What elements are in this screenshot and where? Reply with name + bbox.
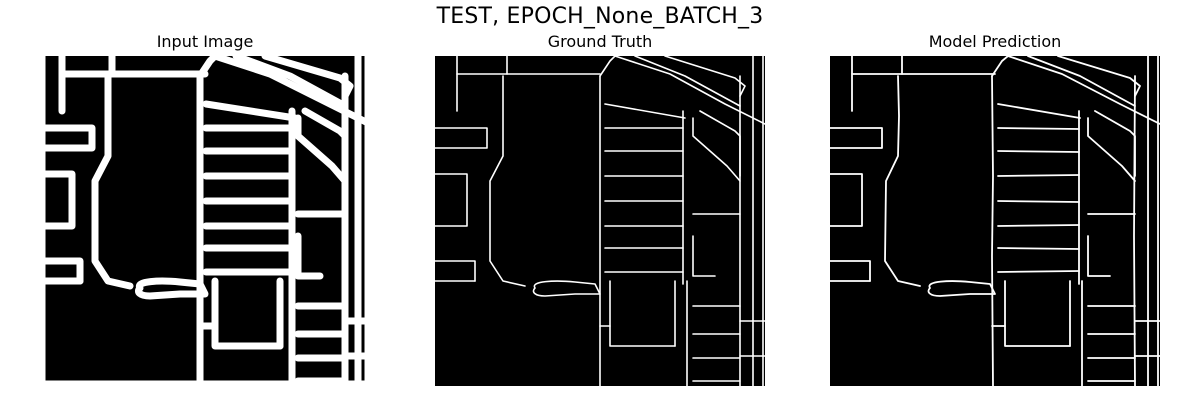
model-prediction-title: Model Prediction <box>928 32 1062 51</box>
ground-truth-image <box>435 56 765 386</box>
input-image-panel: Input Image <box>40 30 370 386</box>
model-prediction-panel: Model Prediction <box>830 30 1160 386</box>
figure-title: TEST, EPOCH_None_BATCH_3 <box>436 4 764 29</box>
ground-truth-panel: Ground Truth <box>435 30 765 386</box>
input-image <box>40 56 370 386</box>
ground-truth-title: Ground Truth <box>547 32 653 51</box>
model-prediction-image <box>830 56 1160 386</box>
input-image-title: Input Image <box>156 32 254 51</box>
